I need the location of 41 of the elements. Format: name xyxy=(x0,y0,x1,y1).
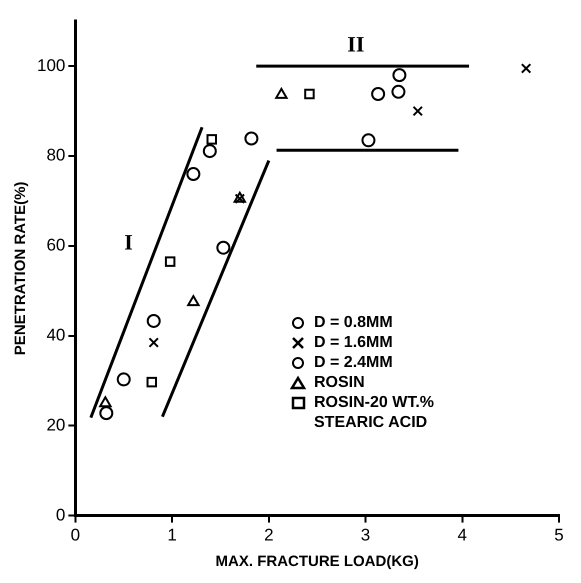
point xyxy=(371,87,386,102)
x-tick-label: 0 xyxy=(70,525,80,544)
y-axis-title: PENETRATION RATE(%) xyxy=(12,182,30,356)
x-tick-label: 2 xyxy=(264,525,274,544)
legend-label: ROSIN xyxy=(314,373,365,393)
point xyxy=(164,256,176,267)
annotation: I xyxy=(124,229,133,254)
point xyxy=(146,376,158,388)
x-tick-label: 5 xyxy=(554,525,564,544)
y-tick-label: 40 xyxy=(46,326,66,345)
legend-label: D = 1.6MM xyxy=(314,333,393,353)
y-tick-label: 80 xyxy=(46,146,66,165)
point xyxy=(116,372,131,386)
point xyxy=(361,133,376,148)
point xyxy=(412,106,424,116)
point xyxy=(304,88,315,100)
point xyxy=(520,63,532,74)
x-axis-title: MAX. FRACTURE LOAD(KG) xyxy=(216,553,419,570)
x-tick-label: 4 xyxy=(458,525,468,544)
annotation: II xyxy=(347,32,364,57)
legend-label: D = 2.4MM xyxy=(314,353,393,373)
point xyxy=(216,240,230,255)
point xyxy=(202,144,217,158)
point xyxy=(146,314,161,328)
point xyxy=(244,132,258,146)
point xyxy=(148,337,159,348)
x-tick-label: 1 xyxy=(167,525,177,544)
y-tick-label: 0 xyxy=(56,505,66,524)
point xyxy=(186,167,200,182)
point xyxy=(391,84,406,99)
y-tick-label: 20 xyxy=(46,415,66,434)
point xyxy=(187,295,200,306)
x-tick-label: 3 xyxy=(360,525,370,544)
legend-label: ROSIN-20 WT.% STEARIC ACID xyxy=(314,393,436,433)
y-tick-label: 100 xyxy=(36,56,66,75)
y-tick-label: 60 xyxy=(46,236,66,255)
point xyxy=(392,68,406,82)
point xyxy=(206,134,217,145)
point xyxy=(99,396,112,408)
point xyxy=(99,406,114,420)
legend-label: D = 0.8MM xyxy=(314,313,393,333)
